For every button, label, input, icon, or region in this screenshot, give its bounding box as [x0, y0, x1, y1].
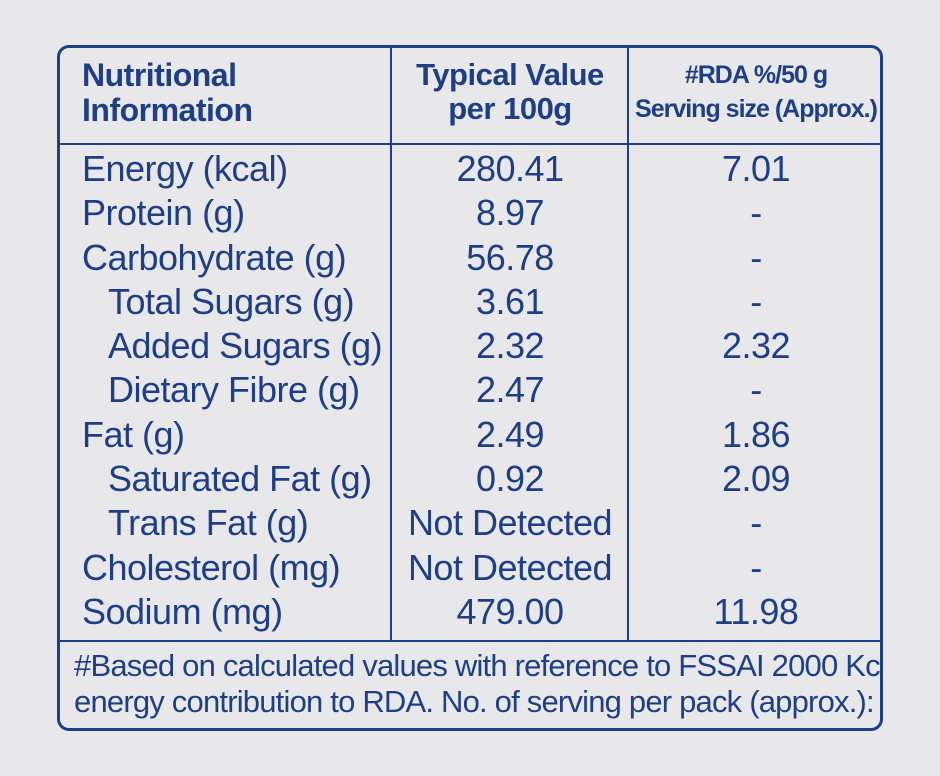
nutrient-value: Not Detected	[407, 546, 613, 588]
nutrient-name: Fat (g)	[82, 413, 185, 455]
nutrient-value: 2.32	[475, 325, 545, 367]
nutrient-name: Trans Fat (g)	[108, 502, 309, 544]
nutrient-name: Saturated Fat (g)	[108, 458, 372, 500]
table-row: Fat (g) 2.49 1.86	[60, 412, 880, 456]
nutrient-rda: -	[750, 192, 762, 234]
header-col3-line2: Serving size (Approx.)	[635, 95, 878, 123]
table-row: Protein (g) 8.97 -	[60, 190, 880, 234]
header-col1-line2: Information	[82, 92, 253, 128]
nutrient-rda: -	[750, 546, 762, 588]
table-row: Energy (kcal) 280.41 7.01	[60, 146, 880, 190]
header-nutritional-information: Nutritional Information	[82, 58, 382, 142]
header-col2-line2: per 100g	[448, 91, 572, 126]
nutrient-value: 2.49	[475, 413, 545, 455]
nutrient-value: 56.78	[466, 236, 554, 278]
nutrient-rda: -	[750, 369, 762, 411]
nutrient-name: Dietary Fibre (g)	[108, 369, 360, 411]
footnote-line1: #Based on calculated values with referen…	[74, 648, 883, 683]
table-row: Dietary Fibre (g) 2.47 -	[60, 367, 880, 411]
header-col2-line1: Typical Value	[416, 57, 604, 92]
nutrient-value: 479.00	[456, 590, 564, 632]
table-row: Cholesterol (mg) Not Detected -	[60, 545, 880, 589]
nutrient-rda: -	[750, 236, 762, 278]
nutrient-name: Carbohydrate (g)	[82, 236, 347, 278]
table-row: Total Sugars (g) 3.61 -	[60, 279, 880, 323]
nutrient-value: 8.97	[475, 192, 545, 234]
nutrient-rda: 7.01	[721, 148, 791, 189]
nutrient-rda: 1.86	[721, 413, 791, 455]
nutrient-rda: -	[750, 280, 762, 322]
footnote: #Based on calculated values with referen…	[74, 648, 883, 720]
nutrient-value: 3.61	[475, 280, 545, 322]
nutrient-rda: 2.09	[721, 458, 791, 500]
nutrient-value: 280.41	[456, 148, 564, 189]
footnote-divider	[60, 640, 880, 642]
table-row: Trans Fat (g) Not Detected -	[60, 500, 880, 544]
nutrient-value: 0.92	[475, 458, 545, 500]
nutrient-rows: Energy (kcal) 280.41 7.01 Protein (g) 8.…	[60, 146, 880, 633]
table-row: Added Sugars (g) 2.32 2.32	[60, 323, 880, 367]
nutrient-value: Not Detected	[407, 502, 613, 544]
nutrient-name: Sodium (mg)	[82, 590, 283, 632]
nutrient-name: Total Sugars (g)	[108, 280, 355, 322]
table-row: Sodium (mg) 479.00 11.98	[60, 589, 880, 633]
nutrient-value: 2.47	[475, 369, 545, 411]
nutrient-name: Energy (kcal)	[82, 148, 288, 189]
table-row: Carbohydrate (g) 56.78 -	[60, 235, 880, 279]
header-col3-line1: #RDA %/50 g	[684, 61, 828, 89]
header-typical-value: Typical Value per 100g	[393, 58, 627, 142]
nutrient-rda: -	[750, 502, 762, 544]
footnote-line2: energy contribution to RDA. No. of servi…	[74, 684, 883, 719]
header-divider	[60, 143, 880, 145]
nutrient-rda: 11.98	[713, 590, 799, 632]
nutrient-name: Cholesterol (mg)	[82, 546, 341, 588]
column-divider-1	[390, 48, 392, 642]
header-rda: #RDA %/50 g Serving size (Approx.)	[629, 58, 880, 142]
column-divider-2	[627, 48, 629, 642]
nutrient-name: Added Sugars (g)	[108, 325, 383, 367]
nutrient-name: Protein (g)	[82, 192, 245, 234]
table-row: Saturated Fat (g) 0.92 2.09	[60, 456, 880, 500]
header-col1-line1: Nutritional	[82, 57, 237, 93]
nutrient-rda: 2.32	[721, 325, 791, 367]
nutrition-table: Nutritional Information Typical Value pe…	[57, 45, 883, 731]
